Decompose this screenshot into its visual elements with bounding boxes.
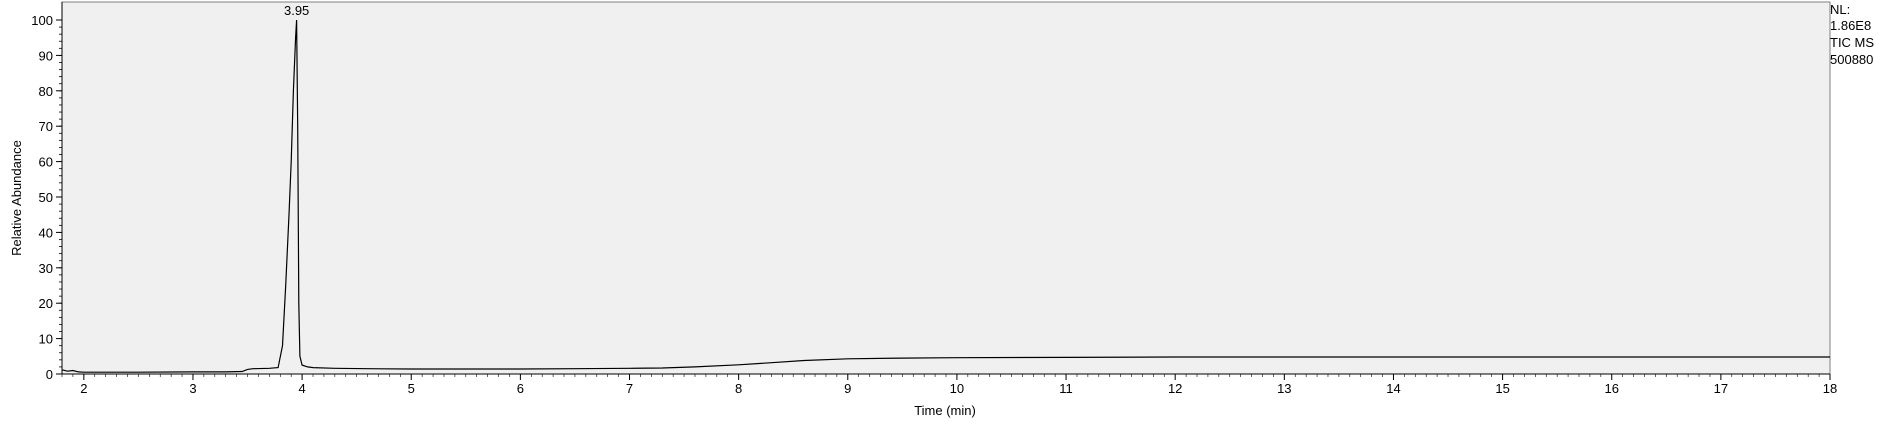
y-tick-label: 80 (39, 84, 53, 99)
y-tick-label: 100 (31, 13, 53, 28)
x-tick-label: 4 (298, 381, 305, 396)
series-line-tic (61, 19, 1830, 373)
y-tick-label: 60 (39, 155, 53, 170)
x-tick-label: 16 (1604, 381, 1618, 396)
x-tick-label: 8 (735, 381, 742, 396)
x-tick-label: 6 (517, 381, 524, 396)
info-file-name: 500880 (1830, 52, 1874, 67)
x-tick-label: 3 (189, 381, 196, 396)
x-axis-title: Time (min) (914, 403, 976, 418)
y-tick-label: 50 (39, 190, 53, 205)
info-nl-value: 1.86E8 (1830, 18, 1872, 33)
y-tick-label: 0 (46, 367, 53, 382)
x-tick-label: 17 (1714, 381, 1728, 396)
y-tick-label: 90 (39, 48, 53, 63)
y-tick-label: 20 (39, 296, 53, 311)
peak-label: 3.95 (284, 3, 309, 18)
plot-area (61, 1, 1831, 375)
x-tick-label: 12 (1168, 381, 1182, 396)
x-tick-label: 9 (844, 381, 851, 396)
y-axis-title: Relative Abundance (9, 140, 24, 256)
y-tick-label: 10 (39, 332, 53, 347)
y-tick-label: 30 (39, 261, 53, 276)
x-tick-label: 11 (1059, 381, 1073, 396)
y-tick-label: 70 (39, 119, 53, 134)
info-nl-label: NL: (1830, 2, 1851, 17)
y-tick-label: 40 (39, 225, 53, 240)
info-scan-filter: TIC MS (1830, 35, 1875, 50)
x-tick-label: 7 (626, 381, 633, 396)
x-tick-label: 2 (80, 381, 87, 396)
x-tick-label: 14 (1386, 381, 1400, 396)
x-tick-label: 13 (1277, 381, 1291, 396)
x-tick-label: 18 (1823, 381, 1837, 396)
x-tick-label: 15 (1495, 381, 1509, 396)
x-tick-label: 5 (408, 381, 415, 396)
x-tick-label: 10 (950, 381, 964, 396)
